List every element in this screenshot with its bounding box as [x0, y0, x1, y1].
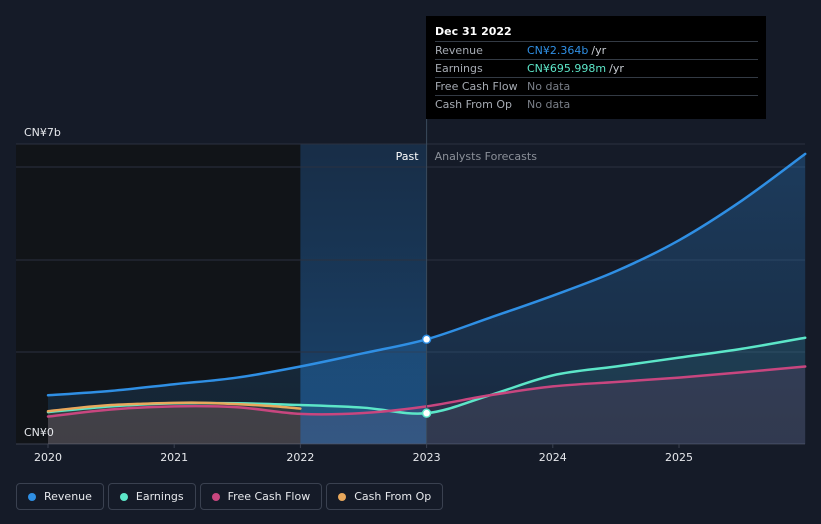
forecast-label: Analysts Forecasts — [435, 150, 538, 163]
tooltip-row: Free Cash Flow No data — [435, 77, 758, 95]
chart-legend: Revenue Earnings Free Cash Flow Cash From O… — [16, 483, 444, 510]
tooltip-row: Cash From Op No data — [435, 95, 758, 113]
tooltip-date: Dec 31 2022 — [435, 25, 512, 38]
tooltip-row-label: Free Cash Flow — [435, 80, 518, 93]
cash-from-op-area — [48, 402, 301, 444]
tooltip-row-label: Revenue — [435, 44, 483, 57]
tooltip-row-value: No data — [527, 80, 571, 93]
revenue-area — [48, 153, 806, 444]
revenue-highlight-point — [421, 334, 432, 345]
tooltip-row: Earnings CN¥695.998m/yr — [435, 59, 758, 77]
legend-label: Free Cash Flow — [227, 490, 311, 503]
legend-item-free-cash-flow[interactable]: Free Cash Flow — [199, 483, 323, 510]
x-tick-label: 2023 — [413, 451, 441, 464]
legend-dot-icon — [211, 492, 220, 501]
legend-label: Revenue — [44, 490, 92, 503]
highlight-points — [421, 334, 432, 418]
legend-item-earnings[interactable]: Earnings — [107, 483, 196, 510]
earnings-highlight-point — [421, 408, 432, 418]
legend-label: Cash From Op — [354, 490, 432, 503]
tooltip-row-label: Earnings — [435, 62, 483, 75]
x-tick-label: 2025 — [665, 451, 693, 464]
x-tick-label: 2021 — [160, 451, 188, 464]
x-tick-label: 2022 — [286, 451, 314, 464]
cash-from-op-line — [46, 401, 302, 413]
earnings-area — [48, 337, 806, 444]
data-tooltip: Dec 31 2022 Revenue CN¥2.364b/yr Earnings C… — [426, 16, 766, 119]
legend-dot-icon — [338, 492, 347, 501]
legend-item-cash-from-op[interactable]: Cash From Op — [326, 483, 444, 510]
legend-dot-icon — [119, 492, 128, 501]
tooltip-row: Revenue CN¥2.364b/yr — [435, 41, 758, 59]
tooltip-row-unit: /yr — [591, 44, 607, 57]
tooltip-row-value: CN¥2.364b — [527, 44, 589, 57]
tooltip-row-value: No data — [527, 98, 571, 111]
free-cash-flow-area — [48, 366, 806, 444]
legend-item-revenue[interactable]: Revenue — [16, 483, 104, 510]
tooltip-row-unit: /yr — [609, 62, 624, 75]
tooltip-row-value: CN¥695.998m — [527, 62, 607, 75]
y-axis-bottom-label: CN¥0 — [24, 426, 54, 439]
x-tick-label: 2024 — [539, 451, 567, 464]
x-tick-label: 2020 — [34, 451, 62, 464]
tooltip-row-label: Cash From Op — [435, 98, 513, 111]
y-axis-top-label: CN¥7b — [24, 126, 61, 139]
tooltip-rows: Revenue CN¥2.364b/yr Earnings CN¥695.998m/y… — [435, 41, 758, 113]
x-axis-ticks: 2020 2021 2022 2023 2024 2025 — [34, 444, 693, 464]
past-label: Past — [396, 150, 420, 163]
legend-dot-icon — [28, 492, 36, 501]
legend-label: Earnings — [135, 490, 184, 503]
series-areas — [48, 153, 806, 444]
